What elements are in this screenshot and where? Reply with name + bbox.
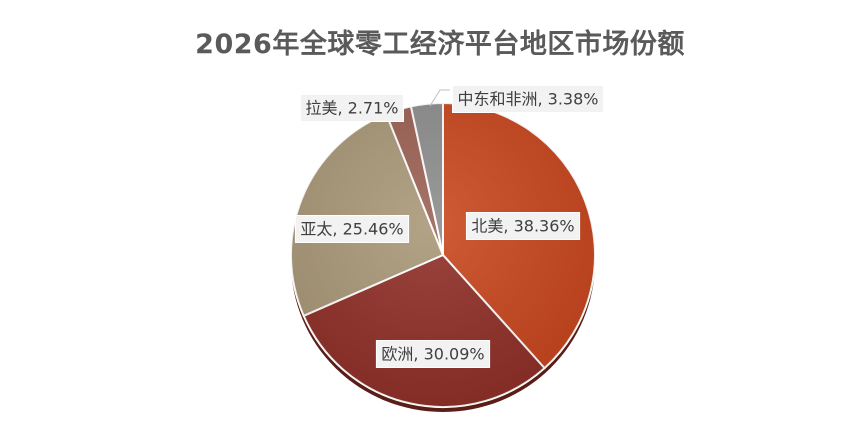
data-label-5: 中东和非洲, 3.38% [452, 85, 604, 113]
data-label-2: 欧洲, 30.09% [375, 340, 491, 368]
svg-text:欧洲, 30.09%: 欧洲, 30.09% [381, 345, 484, 364]
data-label-1: 北美, 38.36% [465, 212, 581, 240]
data-label-3: 亚太, 25.46% [294, 215, 410, 243]
svg-text:拉美, 2.71%: 拉美, 2.71% [305, 99, 398, 118]
svg-text:亚太, 25.46%: 亚太, 25.46% [300, 220, 403, 239]
data-label-4: 拉美, 2.71% [300, 94, 404, 122]
chart-title: 2026年全球零工经济平台地区市场份额 [195, 29, 685, 60]
svg-text:北美, 38.36%: 北美, 38.36% [471, 217, 574, 236]
svg-text:中东和非洲, 3.38%: 中东和非洲, 3.38% [457, 90, 598, 109]
label-leader-line [429, 89, 450, 107]
